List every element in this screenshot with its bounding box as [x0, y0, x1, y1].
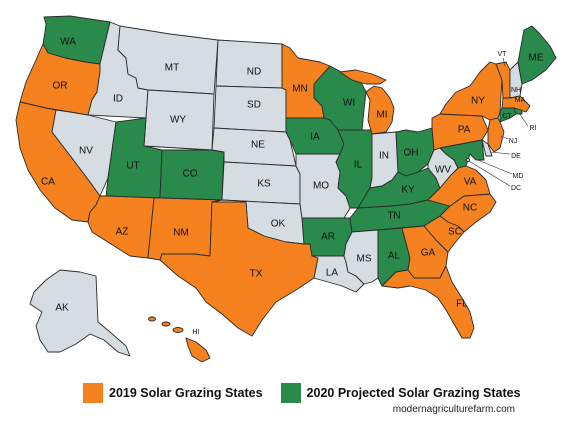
label-or: OR — [53, 81, 68, 92]
label-tn: TN — [387, 211, 400, 222]
label-ut: UT — [126, 161, 139, 172]
label-ms: MS — [357, 254, 372, 265]
state-md[interactable] — [439, 139, 485, 169]
label-tx: TX — [250, 269, 263, 280]
state-ak[interactable] — [29, 269, 131, 357]
label-ok: OK — [271, 219, 286, 230]
state-labels: WA OR CA ID NV MT WY UT AZ CO NM ND SD N… — [41, 37, 544, 336]
state-hi[interactable] — [185, 337, 211, 363]
site-credit: modernagriculturefarm.com — [392, 404, 515, 415]
label-mn: MN — [292, 84, 308, 95]
label-wa: WA — [60, 37, 76, 48]
state-dc[interactable] — [465, 157, 471, 163]
hawaii-kauai — [148, 316, 156, 322]
label-ak: AK — [55, 303, 69, 314]
label-ar: AR — [321, 232, 335, 243]
label-ca: CA — [41, 177, 55, 188]
label-de: DE — [511, 153, 521, 160]
label-hi: HI — [193, 329, 200, 336]
legend-label-2020: 2020 Projected Solar Grazing States — [306, 386, 521, 400]
label-vt: VT — [498, 51, 508, 58]
label-ne: NE — [251, 140, 265, 151]
label-va: VA — [464, 177, 477, 188]
state-nd[interactable] — [215, 39, 283, 89]
legend: 2019 Solar Grazing States 2020 Projected… — [83, 383, 539, 403]
label-ks: KS — [257, 179, 271, 190]
label-in: IN — [379, 151, 389, 162]
label-az: AZ — [116, 227, 129, 238]
label-wv: WV — [435, 165, 451, 176]
label-ga: GA — [421, 248, 436, 259]
state-nv[interactable] — [51, 109, 117, 197]
label-leaders — [468, 57, 529, 187]
label-nc: NC — [463, 203, 477, 214]
state-nh[interactable] — [509, 61, 523, 99]
label-pa: PA — [458, 125, 471, 136]
state-de[interactable] — [481, 139, 493, 157]
legend-label-2019: 2019 Solar Grazing States — [109, 386, 263, 400]
legend-swatch-2019 — [83, 383, 103, 403]
label-ct: CT — [502, 113, 512, 120]
state-tx[interactable] — [159, 201, 319, 337]
label-ky: KY — [401, 185, 415, 196]
label-wy: WY — [170, 115, 186, 126]
label-md: MD — [513, 173, 524, 180]
label-me: ME — [529, 53, 544, 64]
state-ny[interactable] — [439, 61, 503, 121]
state-nj[interactable] — [487, 117, 505, 153]
label-nj: NJ — [509, 138, 518, 145]
hawaii-maui — [172, 327, 184, 333]
label-nh: NH — [511, 87, 521, 94]
state-mi[interactable] — [339, 69, 395, 135]
label-sd: SD — [247, 100, 261, 111]
label-ri: RI — [530, 125, 537, 132]
us-states-map: WA OR CA ID NV MT WY UT AZ CO NM ND SD N… — [15, 15, 557, 363]
state-fl[interactable] — [381, 265, 475, 339]
label-la: LA — [326, 268, 339, 279]
label-al: AL — [388, 251, 401, 262]
label-mi: MI — [376, 110, 387, 121]
label-ma: MA — [515, 97, 526, 104]
state-ri[interactable] — [513, 107, 523, 115]
label-id: ID — [113, 94, 123, 105]
state-mt[interactable] — [117, 25, 219, 95]
label-ny: NY — [471, 96, 485, 107]
label-nm: NM — [173, 228, 189, 239]
label-fl: FL — [456, 299, 468, 310]
label-mt: MT — [165, 63, 179, 74]
label-nv: NV — [79, 146, 93, 157]
label-mo: MO — [313, 181, 329, 192]
legend-item-2020: 2020 Projected Solar Grazing States — [280, 383, 521, 403]
label-ia: IA — [310, 132, 320, 143]
legend-swatch-2020 — [280, 383, 301, 403]
hawaii-islands — [148, 316, 211, 363]
label-wi: WI — [343, 98, 355, 109]
hawaii-oahu — [161, 321, 171, 327]
label-dc: DC — [511, 185, 521, 192]
label-il: IL — [354, 160, 363, 171]
label-oh: OH — [404, 148, 419, 159]
label-co: CO — [183, 169, 198, 180]
label-sc: SC — [448, 227, 462, 238]
state-wy[interactable] — [143, 89, 215, 151]
state-me[interactable] — [517, 25, 557, 85]
legend-item-2019: 2019 Solar Grazing States — [83, 383, 263, 403]
label-nd: ND — [247, 67, 261, 78]
